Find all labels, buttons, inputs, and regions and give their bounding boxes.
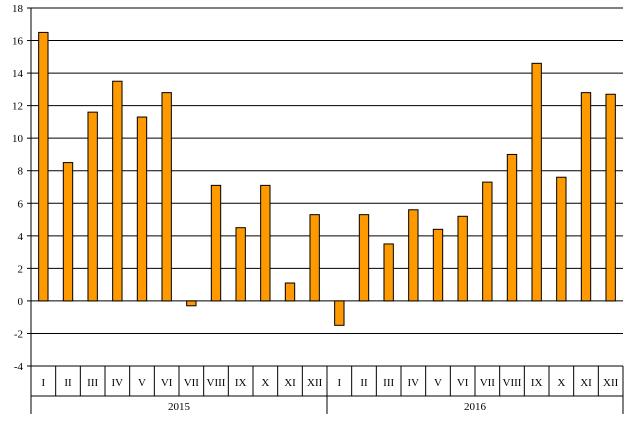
y-tick-label: 16: [12, 36, 24, 48]
y-axis-ticks: -4 -2 0 2 4 6 8 10 12 14 16 18: [12, 3, 31, 373]
x-category-label: IX: [531, 377, 543, 389]
x-category-label: IV: [112, 377, 124, 389]
x-category-label: I: [337, 377, 341, 389]
x-category-label: IX: [235, 377, 247, 389]
y-tick-label: 0: [18, 296, 24, 308]
x-category-label: I: [41, 377, 45, 389]
bar: [556, 176, 567, 302]
x-category-label: XI: [580, 377, 592, 389]
y-tick-label: 18: [12, 3, 24, 15]
bars: [38, 31, 616, 326]
bar: [260, 184, 271, 302]
bar: [383, 243, 394, 302]
bar: [457, 215, 468, 302]
y-tick-label: 12: [12, 101, 23, 113]
x-category-label: II: [360, 377, 368, 389]
gridlines: [30, 7, 623, 367]
x-category-label: XII: [307, 377, 323, 389]
bar: [136, 116, 148, 302]
bar: [531, 62, 542, 302]
bar: [62, 162, 74, 302]
x-category-label: VI: [161, 377, 173, 389]
bar: [284, 282, 296, 302]
x-category-label: II: [64, 377, 72, 389]
x-category-label: VII: [480, 377, 496, 389]
y-tick-label: 8: [18, 166, 24, 178]
x-category-label: V: [138, 377, 146, 389]
y-tick-label: -4: [14, 361, 24, 373]
bar: [408, 209, 419, 302]
x-category-label: IV: [408, 377, 420, 389]
y-tick-label: 10: [12, 133, 24, 145]
x-category-label: XI: [284, 377, 296, 389]
bar: [580, 92, 592, 302]
bar: [235, 227, 246, 302]
y-tick-label: 2: [18, 263, 24, 275]
x-category-label: VIII: [207, 377, 226, 389]
bar: [161, 92, 172, 302]
x-category-label: III: [383, 377, 394, 389]
x-group-label: 2016: [464, 401, 487, 413]
bar: [482, 181, 493, 302]
bar: [309, 214, 320, 302]
bar: [432, 228, 444, 302]
x-category-label: III: [87, 377, 98, 389]
x-category-label: X: [261, 377, 269, 389]
x-category-label: V: [434, 377, 442, 389]
x-category-label: X: [557, 377, 565, 389]
y-tick-label: 14: [12, 68, 24, 80]
bar: [112, 80, 123, 302]
y-tick-label: -2: [14, 328, 23, 340]
bar: [506, 153, 518, 302]
x-category-label: XII: [603, 377, 619, 389]
bar: [38, 31, 49, 302]
y-tick-label: 6: [18, 198, 24, 210]
bar: [186, 300, 197, 307]
x-category-label: VIII: [503, 377, 522, 389]
bar: [210, 184, 222, 302]
x-category-label: VI: [457, 377, 469, 389]
bar: [605, 93, 616, 302]
bar: [334, 300, 345, 326]
x-group-label: 2015: [168, 401, 191, 413]
bar: [358, 214, 370, 302]
x-category-label: VII: [184, 377, 200, 389]
y-tick-label: 4: [18, 231, 24, 243]
bar: [87, 111, 98, 302]
